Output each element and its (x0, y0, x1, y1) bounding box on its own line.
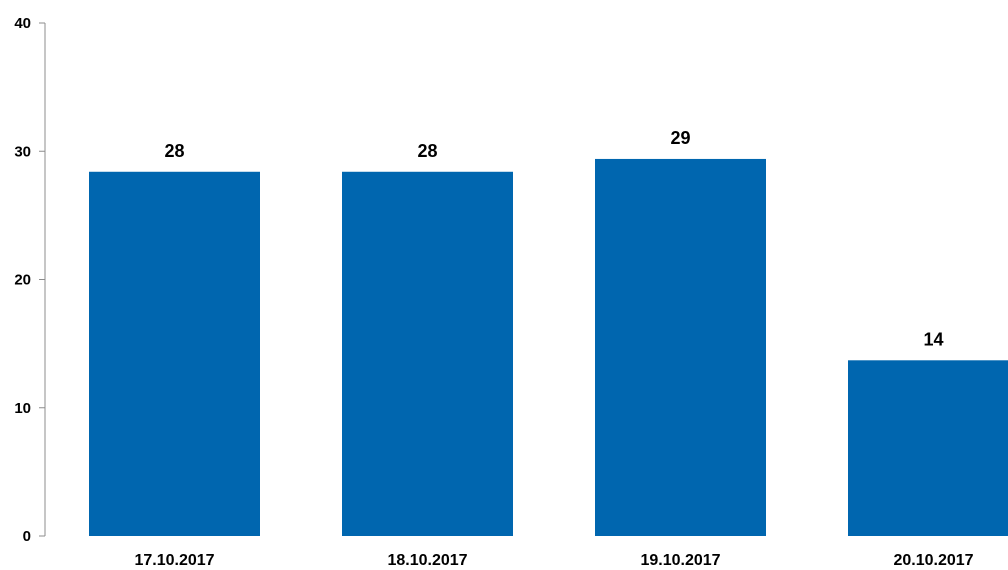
data-label: 28 (417, 141, 437, 161)
x-axis: 17.10.2017 18.10.2017 19.10.2017 20.10.2017 (134, 552, 973, 569)
data-label: 29 (670, 128, 690, 148)
bar (89, 171, 260, 536)
bar (848, 360, 1008, 536)
y-axis: 0 10 20 30 40 (14, 15, 46, 545)
data-label: 28 (164, 141, 184, 161)
bars (89, 158, 1008, 536)
y-tick-label: 0 (23, 528, 31, 545)
y-tick-label: 10 (14, 400, 31, 417)
x-tick-label: 19.10.2017 (640, 552, 720, 569)
y-tick-label: 20 (14, 272, 31, 289)
x-tick-label: 20.10.2017 (893, 552, 973, 569)
y-tick-label: 40 (14, 15, 31, 32)
value-labels: 28 28 29 14 (164, 128, 943, 349)
x-tick-label: 17.10.2017 (134, 552, 214, 569)
data-label: 14 (923, 329, 943, 349)
bar (595, 158, 766, 536)
bar (342, 171, 513, 536)
x-tick-label: 18.10.2017 (387, 552, 467, 569)
y-tick-label: 30 (14, 143, 31, 160)
